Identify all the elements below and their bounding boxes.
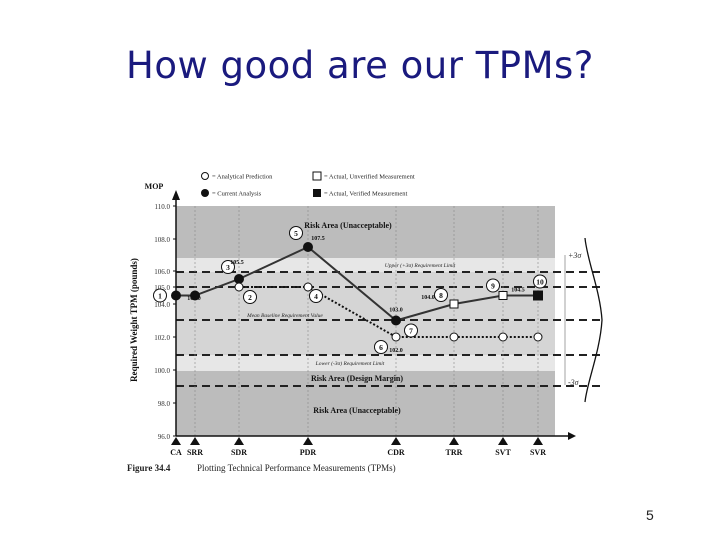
data-point-predicted <box>303 282 313 292</box>
data-label: 104.0 <box>421 295 435 301</box>
callout-number: 2 <box>248 293 252 302</box>
upper-limit-label: Upper (+3σ) Requirement Limit <box>385 262 456 269</box>
legend-label: = Actual, Verified Measurement <box>324 191 408 198</box>
x-tick-label: TRR <box>446 448 463 457</box>
data-point-current <box>190 290 200 301</box>
y-axis-label: Required Weight TPM (pounds) <box>129 258 139 382</box>
y-tick-label: 98.0 <box>158 400 171 408</box>
legend-marker-filled-circle <box>201 189 209 197</box>
x-tick-label: SVR <box>530 448 546 457</box>
callout-circle <box>486 278 500 293</box>
series-line-actual-measurement <box>395 294 538 322</box>
legend-label: = Actual, Unverified Measurement <box>324 174 415 181</box>
milestone-marker-cdr <box>391 437 401 445</box>
milestone-marker-ca <box>171 437 181 445</box>
callout-circle <box>374 340 388 354</box>
x-tick-label: CDR <box>387 448 405 457</box>
callout-number: 9 <box>491 282 495 291</box>
slide-title: How good are our TPMs? <box>126 44 594 87</box>
figure-number: Figure 34.4 <box>127 463 171 473</box>
data-point-predicted <box>498 332 508 342</box>
x-tick-label: SVT <box>495 448 511 457</box>
risk-label-margin: Risk Area (Design Margin) <box>311 374 403 383</box>
callout-number: 6 <box>379 343 383 352</box>
data-label: 104.5 <box>511 288 525 294</box>
legend-label: = Current Analysis <box>212 191 262 198</box>
x-tick-label: SDR <box>231 448 247 457</box>
y-tick-label: 102.0 <box>154 334 170 342</box>
series-line-analytical-prediction <box>239 286 538 338</box>
data-point-current <box>171 290 181 301</box>
x-tick-label: CA <box>170 448 182 457</box>
legend-marker-filled-square <box>313 189 321 197</box>
y-tick-label: 108.0 <box>154 236 170 244</box>
callout-circle <box>289 226 303 240</box>
data-point-predicted <box>449 332 459 342</box>
callout-number: 8 <box>439 291 443 300</box>
data-point-predicted <box>234 282 244 292</box>
data-point-verified <box>533 290 543 301</box>
data-label: 107.5 <box>311 236 325 242</box>
data-point-predicted <box>533 332 543 342</box>
callout-circle <box>243 290 257 304</box>
milestone-marker-svr <box>533 437 543 445</box>
data-label: 103.0 <box>389 308 403 314</box>
data-point-unverified <box>449 299 459 309</box>
milestone-marker-srr <box>190 437 200 445</box>
callout-circle <box>221 260 235 274</box>
y-tick-label: 100.0 <box>154 367 170 375</box>
lower-limit-band <box>176 355 555 371</box>
data-label: 102.0 <box>389 348 403 354</box>
x-tick-label: PDR <box>300 448 317 457</box>
callout-number: 3 <box>226 263 230 272</box>
milestone-marker-svt <box>498 437 508 445</box>
sigma-lower-label: -3σ <box>568 378 580 387</box>
data-label: 105.0 <box>187 296 201 302</box>
legend-marker-open-square <box>312 171 322 181</box>
x-tick-label: SRR <box>187 448 203 457</box>
callout-number: 7 <box>409 327 413 336</box>
callout-number: 5 <box>294 229 298 238</box>
legend-marker-open-circle <box>201 172 209 180</box>
milestone-marker-trr <box>449 437 459 445</box>
data-point-current <box>234 274 244 284</box>
y-tick-label: 104.0 <box>154 301 170 309</box>
data-point-current <box>303 242 313 252</box>
callout-circle <box>434 288 448 302</box>
upper-limit-band <box>176 258 555 272</box>
x-axis-arrow <box>568 432 576 440</box>
data-point-predicted <box>391 332 401 342</box>
callout-circle <box>153 288 167 303</box>
page-number: 5 <box>646 507 654 523</box>
data-point-unverified <box>498 291 508 300</box>
milestone-marker-pdr <box>303 437 313 445</box>
callout-number: 4 <box>314 292 318 301</box>
y-tick-label: 96.0 <box>158 433 171 441</box>
data-label: 105.5 <box>230 260 244 266</box>
risk-band-margin <box>176 371 555 387</box>
callout-circle <box>309 289 323 303</box>
milestone-marker-sdr <box>234 437 244 445</box>
y-axis-arrow <box>172 190 180 200</box>
y-axis-header: MOP <box>145 182 164 191</box>
distribution-curve <box>584 237 603 403</box>
callout-number: 10 <box>536 278 544 287</box>
data-point-current <box>391 315 401 326</box>
risk-band-top <box>176 206 555 258</box>
mean-value-label: Mean Baseline Requirement Value <box>246 313 323 319</box>
callout-circle <box>533 274 547 289</box>
figure-caption: Plotting Technical Performance Measureme… <box>197 463 396 473</box>
callout-circle <box>404 323 418 338</box>
callout-number: 1 <box>158 292 162 301</box>
y-tick-label: 110.0 <box>155 203 171 211</box>
y-tick-label: 105.0 <box>154 284 170 292</box>
legend-label: = Analytical Prediction <box>212 174 273 181</box>
risk-label-bottom: Risk Area (Unacceptable) <box>313 406 401 415</box>
sigma-upper-label: +3σ <box>568 251 582 260</box>
y-tick-label: 106.0 <box>154 268 170 276</box>
risk-label-top: Risk Area (Unacceptable) <box>304 221 392 230</box>
lower-limit-label: Lower (-3σ) Requirement Limit <box>315 360 385 367</box>
